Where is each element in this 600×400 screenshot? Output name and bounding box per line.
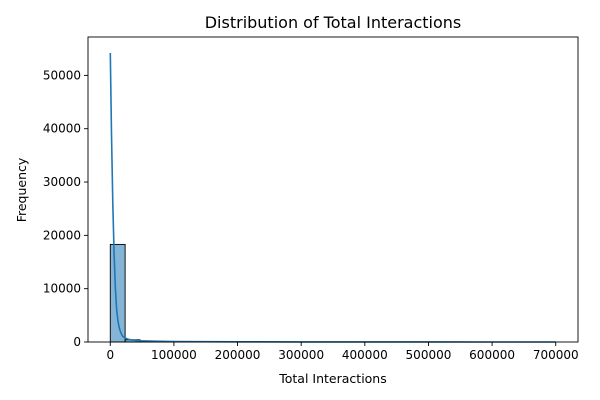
x-tick-label: 600000 — [469, 348, 515, 362]
x-axis-label: Total Interactions — [278, 371, 387, 386]
x-tick-label: 200000 — [215, 348, 261, 362]
x-tick-label: 300000 — [278, 348, 324, 362]
y-tick-label: 40000 — [43, 122, 81, 136]
y-tick-label: 10000 — [43, 282, 81, 296]
x-tick-label: 0 — [106, 348, 114, 362]
y-tick-label: 20000 — [43, 228, 81, 242]
plot-area: 0 100000 200000 300000 400000 500000 600000 700… — [43, 36, 579, 362]
kde-line — [109, 52, 556, 343]
x-tick-label: 500000 — [406, 348, 452, 362]
y-tick-label: 0 — [73, 335, 81, 349]
x-tick-label: 100000 — [151, 348, 197, 362]
y-tick-label: 30000 — [43, 175, 81, 189]
x-tick-label: 700000 — [533, 348, 579, 362]
y-tick-label: 50000 — [43, 68, 81, 82]
x-tick-label: 400000 — [342, 348, 388, 362]
y-axis-label: Frequency — [14, 157, 29, 222]
chart-title: Distribution of Total Interactions — [205, 13, 462, 32]
histogram-bar — [109, 243, 126, 343]
plot-frame — [87, 36, 579, 343]
